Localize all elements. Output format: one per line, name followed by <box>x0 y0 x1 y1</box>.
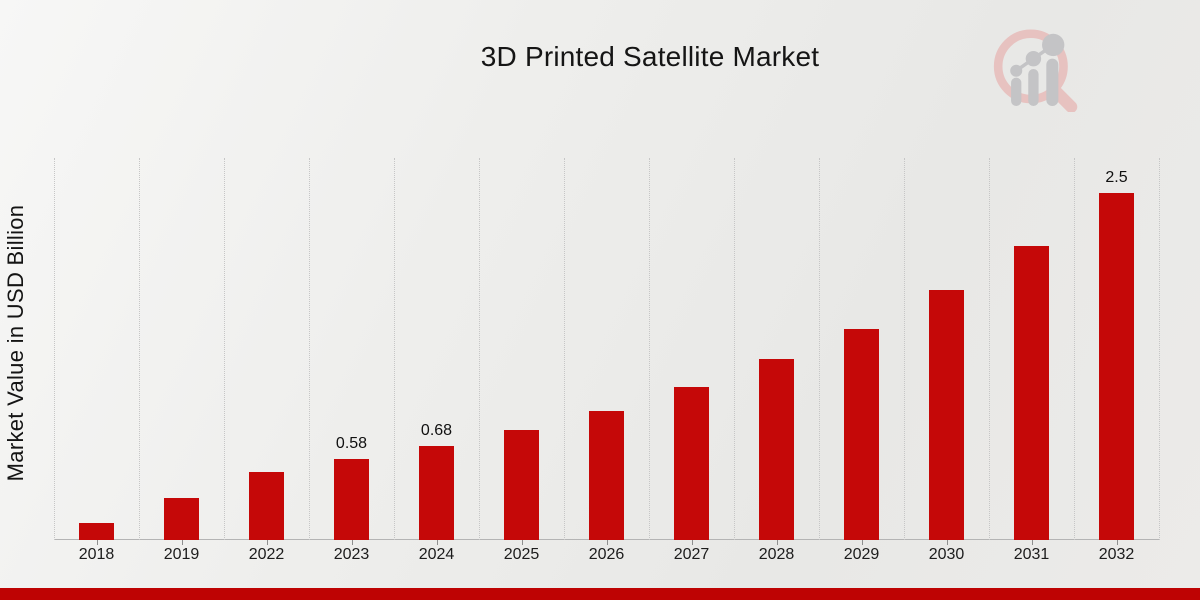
x-axis-tick <box>606 540 608 545</box>
x-axis-tick <box>1116 540 1118 545</box>
vertical-gridline <box>734 158 735 540</box>
bar-2023 <box>334 459 369 540</box>
footer-accent-bar <box>0 588 1200 600</box>
magnifier-bar-chart-logo <box>993 29 1078 112</box>
vertical-gridline <box>1074 158 1075 540</box>
vertical-gridline <box>649 158 650 540</box>
x-axis-tick <box>181 540 183 545</box>
x-tick-label-2032: 2032 <box>1098 546 1135 563</box>
x-tick-label-2030: 2030 <box>928 546 965 563</box>
x-axis-tick <box>861 540 863 545</box>
x-axis-tick <box>521 540 523 545</box>
logo-bar-tall-icon <box>1046 58 1059 106</box>
bar-2031 <box>1014 246 1049 540</box>
x-tick-label-2019: 2019 <box>163 546 200 563</box>
x-tick-label-2029: 2029 <box>843 546 880 563</box>
x-tick-label-2023: 2023 <box>333 546 370 563</box>
vertical-gridline <box>139 158 140 540</box>
vertical-gridline <box>989 158 990 540</box>
x-tick-label-2031: 2031 <box>1013 546 1050 563</box>
bar-value-label-2024: 0.68 <box>420 422 453 439</box>
vertical-gridline <box>394 158 395 540</box>
x-tick-label-2027: 2027 <box>673 546 710 563</box>
vertical-gridline <box>904 158 905 540</box>
logo-bar-medium-icon <box>1028 69 1039 106</box>
logo-bar-short-icon <box>1011 77 1022 106</box>
vertical-gridline <box>224 158 225 540</box>
bar-value-label-2023: 0.58 <box>335 435 368 452</box>
x-tick-label-2022: 2022 <box>248 546 285 563</box>
bar-2026 <box>589 411 624 540</box>
bar-2027 <box>674 387 709 540</box>
x-axis-tick <box>946 540 948 545</box>
vertical-gridline <box>309 158 310 540</box>
vertical-gridline <box>479 158 480 540</box>
vertical-gridline <box>1159 158 1160 540</box>
bar-2030 <box>929 290 964 540</box>
logo-node-medium-icon <box>1025 50 1042 67</box>
logo-node-large-icon <box>1042 33 1065 57</box>
x-axis-tick <box>776 540 778 545</box>
bar-2032 <box>1099 193 1134 540</box>
x-axis-tick <box>351 540 353 545</box>
x-tick-label-2026: 2026 <box>588 546 625 563</box>
bar-value-label-2032: 2.5 <box>1105 169 1128 186</box>
x-tick-label-2025: 2025 <box>503 546 540 563</box>
x-tick-label-2028: 2028 <box>758 546 795 563</box>
vertical-gridline <box>54 158 55 540</box>
bar-2019 <box>164 498 199 540</box>
logo-node-small-icon <box>1010 64 1023 77</box>
vertical-gridline <box>564 158 565 540</box>
vertical-gridline <box>819 158 820 540</box>
x-tick-label-2018: 2018 <box>78 546 115 563</box>
bar-2022 <box>249 472 284 540</box>
x-axis-tick <box>691 540 693 545</box>
x-tick-label-2024: 2024 <box>418 546 455 563</box>
x-axis-tick <box>266 540 268 545</box>
bar-2028 <box>759 359 794 540</box>
bar-2024 <box>419 446 454 540</box>
chart-title: 3D Printed Satellite Market <box>480 41 820 72</box>
x-axis-tick <box>436 540 438 545</box>
bar-2029 <box>844 329 879 540</box>
bar-2018 <box>79 523 114 540</box>
x-axis-tick <box>96 540 98 545</box>
bar-2025 <box>504 430 539 540</box>
x-axis-tick <box>1031 540 1033 545</box>
